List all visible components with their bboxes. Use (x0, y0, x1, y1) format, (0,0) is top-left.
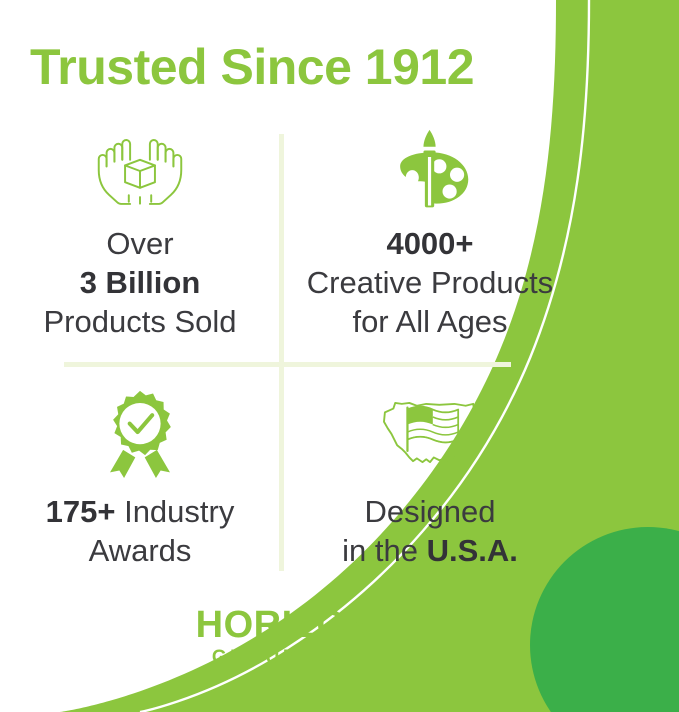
feature-creative-products: 4000+ Creative Products for All Ages (290, 128, 570, 341)
divider-vertical (279, 134, 284, 571)
feature-text-designed-in-usa: Designed in the U.S.A. (290, 492, 570, 570)
logo-tagline: GROUP USA (211, 647, 359, 668)
feature-designed-in-usa: Designed in the U.S.A. (290, 390, 570, 570)
ribbon-tail-left (110, 449, 136, 478)
checkmark-icon (127, 413, 155, 435)
feature-line-2: Creative Products (306, 265, 554, 300)
feature-line-1: 4000+ (386, 226, 474, 261)
paint-palette-brush-icon (290, 128, 570, 214)
ribbon-tail-right (144, 449, 170, 478)
award-badge-checkmark-icon (0, 390, 280, 478)
brand-logo: HORIZON GROUP USA (0, 606, 570, 670)
feature-line-3: Products Sold (43, 304, 237, 339)
feature-line-1: Over (106, 226, 174, 261)
feature-line-2-prefix: in the (342, 533, 427, 568)
usa-emphasis: U.S.A. (426, 533, 518, 568)
feature-count: 175+ (45, 494, 116, 529)
page-title: Trusted Since 1912 (30, 39, 475, 95)
feature-industry-awards: 175+ Industry Awards (0, 390, 280, 570)
feature-products-sold: Over 3 Billion Products Sold (0, 128, 280, 341)
logo-wordmark: HORIZON (195, 604, 375, 646)
flag-canton (407, 406, 433, 425)
feature-line-2: Awards (88, 533, 192, 568)
feature-text-products-sold: Over 3 Billion Products Sold (0, 224, 280, 341)
hands-holding-box-icon (0, 128, 280, 214)
feature-text-industry-awards: 175+ Industry Awards (0, 492, 280, 570)
feature-line-1-rest: Industry (115, 494, 235, 529)
feature-line-3: for All Ages (352, 304, 508, 339)
usa-map-flag-icon (290, 390, 570, 476)
feature-line-2: 3 Billion (79, 265, 201, 300)
usa-map-outline (383, 402, 480, 464)
divider-horizontal (64, 362, 511, 367)
feature-line-2: in the U.S.A. (290, 531, 570, 570)
feature-text-creative-products: 4000+ Creative Products for All Ages (290, 224, 570, 341)
feature-line-1: Designed (364, 494, 496, 529)
feature-line-1: 175+ Industry (0, 492, 280, 531)
